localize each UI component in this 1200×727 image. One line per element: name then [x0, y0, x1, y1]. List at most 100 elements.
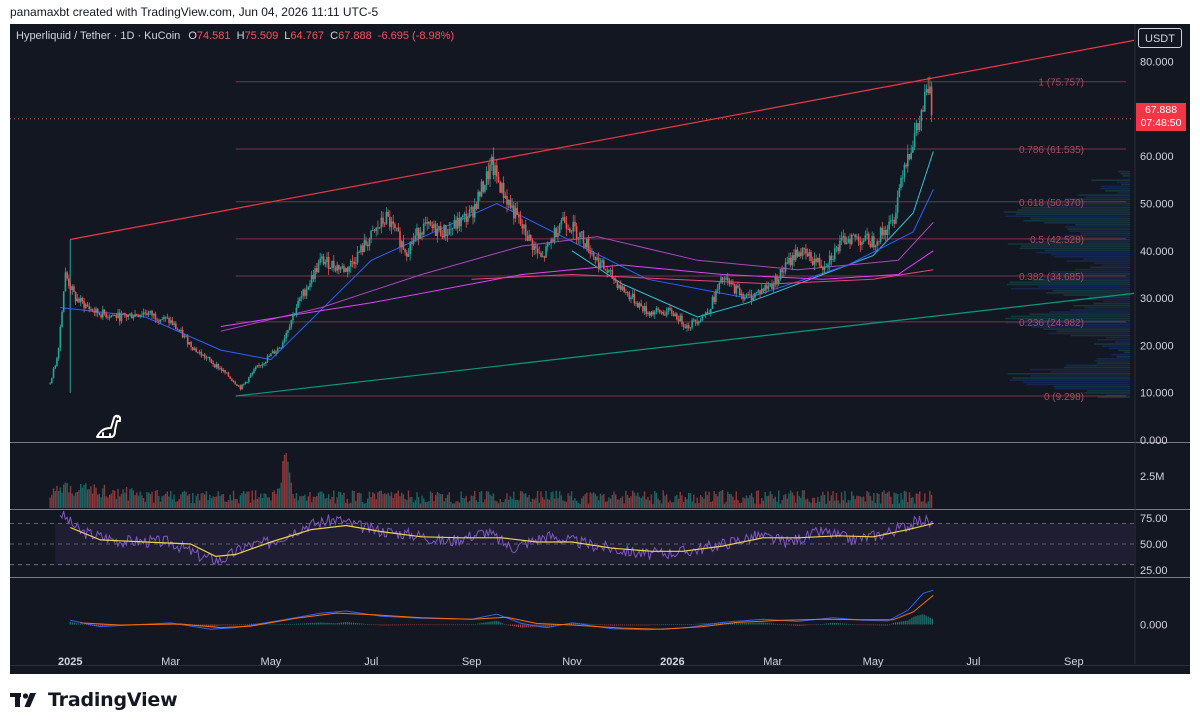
volume-bar: [56, 485, 58, 508]
candle-body: [107, 316, 109, 318]
volume-bar: [645, 499, 647, 508]
volume-bar: [321, 491, 323, 508]
candle-body: [321, 256, 323, 259]
volume-bar: [489, 494, 491, 508]
candle-body: [69, 285, 72, 290]
volume-bar: [477, 502, 479, 508]
candle-body: [171, 320, 174, 325]
macd-histogram-bar: [340, 622, 342, 625]
candle-body: [125, 315, 128, 317]
volume-bar: [431, 492, 433, 508]
volume-bar: [681, 495, 683, 508]
macd-histogram-bar: [827, 623, 829, 625]
volume-profile-bar: [1083, 392, 1130, 394]
candle-body: [368, 238, 371, 247]
macd-histogram-bar: [821, 624, 823, 625]
macd-histogram-bar: [544, 624, 546, 628]
chart-frame[interactable]: 0.000 10.000 20.000 30.000 40.000 50.000 60.00…: [10, 24, 1190, 674]
macd-histogram-bar: [228, 624, 230, 626]
volume-bar: [310, 502, 313, 508]
candle-body: [105, 313, 107, 318]
candle-body: [645, 306, 648, 315]
volume-bar: [207, 499, 209, 508]
volume-bar: [59, 487, 62, 508]
macd-histogram-bar: [218, 624, 220, 626]
candle-body: [698, 321, 700, 324]
macd-histogram-bar: [807, 624, 809, 626]
candle-body: [718, 282, 721, 290]
candle-body: [832, 259, 834, 261]
candle-body: [801, 247, 804, 256]
volume-bar: [587, 503, 590, 508]
volume-bar: [762, 500, 765, 508]
volume-bar: [917, 493, 919, 508]
candle-body: [806, 253, 809, 257]
candle-body: [577, 237, 580, 239]
volume-bar: [601, 495, 603, 508]
candle-body: [631, 293, 634, 298]
volume-bar: [845, 502, 848, 508]
macd-histogram-bar: [750, 622, 752, 625]
macd-histogram-bar: [295, 623, 298, 625]
candle-body: [400, 241, 403, 248]
macd-histogram-bar: [361, 623, 363, 625]
candle-body: [246, 381, 248, 383]
macd-histogram-bar: [705, 623, 707, 625]
macd-histogram-bar: [442, 624, 444, 626]
macd-histogram-bar: [917, 615, 919, 625]
candle-body: [764, 285, 766, 291]
candle-body: [225, 372, 228, 374]
candle-body: [907, 154, 909, 167]
volume-bar: [662, 490, 664, 508]
currency-selector[interactable]: USDT: [1138, 28, 1182, 48]
volume-bar: [524, 493, 527, 508]
volume-bar: [625, 490, 627, 508]
volume-bar: [158, 495, 160, 508]
volume-profile-bar: [1023, 219, 1130, 222]
candle-body: [647, 312, 649, 315]
macd-histogram-bar: [428, 624, 430, 626]
candle-body: [884, 229, 887, 235]
candle-body: [895, 212, 897, 224]
volume-bar: [830, 495, 833, 508]
candle-body: [693, 319, 695, 321]
volume-bar: [560, 495, 563, 508]
candle-body: [735, 285, 738, 294]
volume-bar: [263, 493, 265, 508]
candle-body: [429, 221, 432, 226]
volume-profile-bar: [1038, 285, 1130, 288]
macd-histogram-bar: [354, 622, 357, 625]
volume-profile-bar: [1015, 213, 1130, 216]
candle-body: [920, 110, 923, 121]
volume-profile-bar: [1067, 228, 1130, 230]
macd-histogram-bar: [652, 624, 654, 626]
volume-bar: [197, 493, 199, 508]
volume-bar: [803, 490, 805, 508]
volume-bar: [689, 493, 692, 508]
symbol-name[interactable]: Hyperliquid / Tether · 1D · KuCoin: [16, 30, 181, 42]
candle-body: [611, 269, 614, 279]
candle-body: [726, 277, 729, 281]
candle-body: [672, 313, 675, 317]
candle-body: [312, 274, 315, 280]
candle-body: [299, 298, 301, 301]
volume-bar: [618, 499, 620, 508]
macd-histogram-bar: [224, 624, 226, 626]
macd-histogram-bar: [672, 624, 675, 625]
candle-body: [742, 293, 744, 300]
volume-bar: [688, 492, 690, 508]
volume-bar: [458, 502, 461, 508]
volume-bar: [626, 494, 629, 508]
close-value: 67.888: [338, 30, 372, 42]
candle-body: [689, 327, 692, 329]
macd-histogram-bar: [412, 624, 414, 626]
chart-canvas[interactable]: 0.00010.00020.00030.00040.00050.00060.00…: [10, 24, 1190, 674]
macd-histogram-bar: [823, 623, 825, 625]
candle-body: [278, 347, 281, 349]
candle-body: [130, 313, 133, 319]
volume-profile-bar: [1024, 319, 1130, 322]
macd-histogram-bar: [230, 624, 232, 626]
volume-bar: [127, 500, 129, 508]
time-tick-label: Mar: [763, 656, 782, 668]
macd-histogram-bar: [650, 624, 652, 626]
